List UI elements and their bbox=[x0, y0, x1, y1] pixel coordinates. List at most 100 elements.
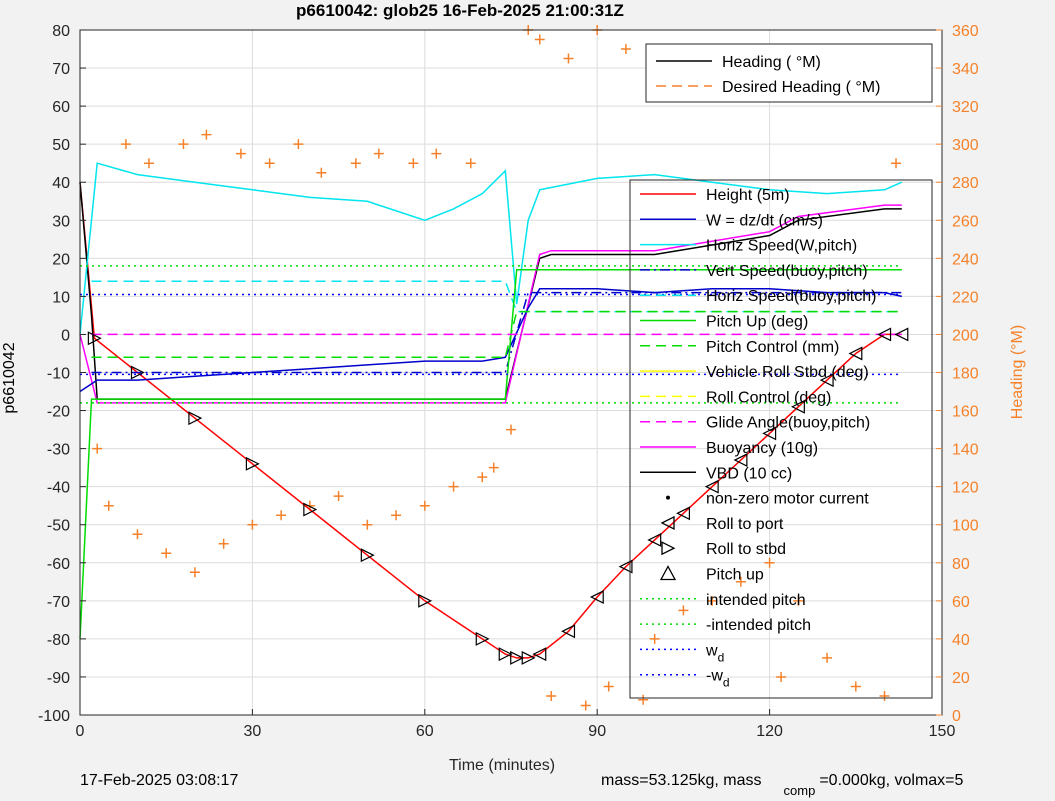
heading-point bbox=[189, 567, 200, 578]
y-tick-label-right: 360 bbox=[952, 23, 979, 40]
heading-point bbox=[649, 633, 660, 644]
heading-point bbox=[506, 424, 516, 435]
y-tick-label-right: 220 bbox=[952, 289, 979, 306]
y-axis-label-right: Heading (°M) bbox=[1009, 325, 1026, 419]
y-tick-label-left: 40 bbox=[52, 175, 70, 192]
roll-marker bbox=[877, 327, 892, 342]
roll-marker bbox=[245, 456, 260, 471]
heading-point bbox=[891, 158, 902, 169]
footer-mass-comp-text: =0.000kg, volmax=5 bbox=[819, 772, 964, 789]
heading-point bbox=[488, 462, 499, 473]
series-line bbox=[79, 204, 902, 404]
heading-point bbox=[620, 44, 631, 55]
heading-point bbox=[362, 519, 373, 530]
roll-marker bbox=[618, 559, 633, 574]
heading-point bbox=[534, 34, 545, 45]
main-legend-marker bbox=[660, 515, 675, 530]
main-legend-subscript: d bbox=[718, 650, 725, 664]
y-tick-label-right: 320 bbox=[952, 99, 979, 116]
main-legend-marker bbox=[661, 541, 676, 556]
heading-point bbox=[333, 491, 344, 502]
roll-marker bbox=[521, 650, 536, 665]
main-legend-label: VBD (10 cc) bbox=[706, 465, 792, 482]
y-tick-label-left: -100 bbox=[38, 708, 70, 725]
y-tick-label-right: 100 bbox=[952, 518, 979, 535]
roll-marker bbox=[303, 502, 318, 517]
y-tick-label-right: 300 bbox=[952, 137, 979, 154]
heading-point bbox=[448, 481, 459, 492]
x-tick-label: 150 bbox=[929, 723, 956, 740]
y-tick-label-left: 30 bbox=[52, 213, 70, 230]
y-tick-label-left: 70 bbox=[52, 61, 70, 78]
y-tick-label-right: 0 bbox=[952, 708, 961, 725]
x-tick-label: 60 bbox=[416, 723, 434, 740]
main-legend-label: Vert Speed(buoy,pitch) bbox=[706, 263, 868, 280]
heading-point bbox=[546, 690, 557, 701]
y-tick-label-left: -90 bbox=[47, 670, 70, 687]
main-legend-label: Pitch up bbox=[706, 567, 764, 584]
heading-point bbox=[431, 148, 442, 159]
heading-point bbox=[638, 694, 649, 705]
heading-point bbox=[103, 500, 114, 511]
heading-point bbox=[603, 681, 614, 692]
main-legend-label: Buoyancy (10g) bbox=[706, 440, 818, 457]
main-legend-label: Roll to stbd bbox=[706, 541, 786, 558]
main-legend-label: Vehicle Roll Stbd (deg) bbox=[706, 364, 869, 381]
y-tick-label-left: -80 bbox=[47, 632, 70, 649]
main-legend-label: Horiz Speed(W,pitch) bbox=[706, 238, 857, 255]
roll-marker bbox=[894, 327, 909, 342]
roll-marker bbox=[733, 453, 748, 467]
heading-point bbox=[201, 129, 212, 140]
main-legend-label: W = dz/dt (cm/s) bbox=[706, 212, 823, 229]
heading-point bbox=[822, 652, 833, 663]
heading-point bbox=[408, 158, 419, 169]
heading-point bbox=[678, 605, 689, 616]
y-tick-label-right: 340 bbox=[952, 61, 979, 78]
series-line bbox=[79, 182, 902, 659]
footer-comp-sub: comp bbox=[783, 783, 816, 798]
y-tick-label-left: 0 bbox=[61, 327, 70, 344]
roll-marker bbox=[561, 624, 576, 639]
heading-point bbox=[276, 510, 287, 521]
main-legend-subscript: d bbox=[723, 676, 730, 690]
main-legend-label: intended pitch bbox=[706, 592, 806, 609]
x-tick-label: 120 bbox=[756, 723, 783, 740]
y-tick-label-right: 80 bbox=[952, 556, 970, 573]
roll-marker bbox=[498, 647, 513, 662]
x-tick-label: 90 bbox=[588, 723, 606, 740]
heading-point bbox=[143, 158, 154, 169]
x-tick-label: 0 bbox=[76, 723, 85, 740]
heading-legend-label: Desired Heading ( °M) bbox=[722, 79, 880, 96]
y-tick-label-left: -10 bbox=[47, 366, 70, 383]
roll-marker bbox=[87, 331, 102, 346]
heading-point bbox=[879, 690, 890, 701]
roll-marker bbox=[130, 365, 145, 380]
heading-point bbox=[465, 158, 476, 169]
heading-point bbox=[235, 148, 246, 159]
roll-marker bbox=[532, 647, 547, 662]
x-tick-label: 30 bbox=[244, 723, 262, 740]
y-tick-label-right: 40 bbox=[952, 632, 970, 649]
heading-legend-box bbox=[645, 43, 933, 103]
footer-mass-text: mass=53.125kg, mass bbox=[601, 772, 762, 789]
heading-point bbox=[776, 671, 787, 682]
y-tick-label-left: -20 bbox=[47, 404, 70, 421]
y-tick-label-left: 10 bbox=[52, 289, 70, 306]
roll-marker bbox=[819, 373, 834, 388]
main-legend-label: non-zero motor current bbox=[706, 491, 869, 508]
main-legend-label: Roll to port bbox=[706, 516, 784, 533]
heading-point bbox=[120, 139, 131, 150]
axis-ticks: 0 30 60 90 120 15080706050403020100-10-20-30-… bbox=[38, 23, 979, 740]
heading-legend: Heading ( °M) Desired Heading ( °M) bbox=[645, 43, 933, 103]
heading-point bbox=[247, 519, 258, 530]
series-line bbox=[79, 269, 902, 639]
roll-marker bbox=[848, 346, 863, 361]
heading-point bbox=[293, 139, 304, 150]
y-tick-label-left: -30 bbox=[47, 442, 70, 459]
main-legend-dot bbox=[666, 495, 670, 500]
heading-point bbox=[132, 529, 143, 540]
main-legend-label: Pitch Control (mm) bbox=[706, 339, 839, 356]
heading-point bbox=[391, 510, 402, 521]
x-axis-label: Time (minutes) bbox=[449, 757, 555, 774]
heading-point bbox=[419, 500, 430, 511]
